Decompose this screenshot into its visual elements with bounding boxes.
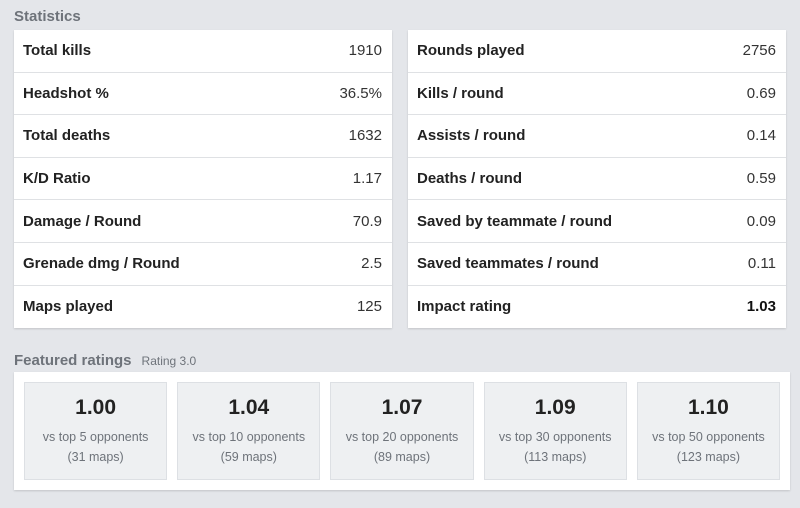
stat-row-assists-per-round: Assists / round 0.14 xyxy=(408,115,786,158)
stat-row-headshot-percent: Headshot % 36.5% xyxy=(14,73,392,116)
rating-maps-count: (113 maps) xyxy=(524,449,587,464)
stat-label: Saved teammates / round xyxy=(417,255,599,273)
featured-ratings-panel: 1.00 vs top 5 opponents (31 maps) 1.04 v… xyxy=(14,372,790,490)
stat-label: Rounds played xyxy=(417,42,525,60)
rating-card-top-30[interactable]: 1.09 vs top 30 opponents (113 maps) xyxy=(483,382,627,480)
stat-row-kd-ratio: K/D Ratio 1.17 xyxy=(14,158,392,201)
rating-maps-count: (59 maps) xyxy=(220,449,277,464)
rating-maps-count: (89 maps) xyxy=(373,449,431,464)
rating-description: vs top 10 opponents xyxy=(192,429,306,444)
featured-ratings-title: Featured ratings xyxy=(14,352,132,369)
stat-label: Damage / Round xyxy=(23,212,142,230)
stat-value: 0.09 xyxy=(746,212,776,230)
rating-maps-count: (123 maps) xyxy=(676,449,741,464)
stat-value: 125 xyxy=(356,298,382,316)
stat-row-total-kills: Total kills 1910 xyxy=(14,30,392,73)
stat-value: 1910 xyxy=(348,42,382,60)
stat-label: Total deaths xyxy=(23,127,111,145)
stat-row-kills-per-round: Kills / round 0.69 xyxy=(408,73,786,116)
rating-card-top-5[interactable]: 1.00 vs top 5 opponents (31 maps) xyxy=(24,382,168,480)
stat-row-saved-teammates: Saved teammates / round 0.11 xyxy=(408,243,786,286)
featured-ratings-header: Featured ratings Rating 3.0 xyxy=(14,352,196,369)
stat-label: Deaths / round xyxy=(417,170,523,188)
stats-column-right: Rounds played 2756 Kills / round 0.69 As… xyxy=(408,30,786,329)
stat-label: K/D Ratio xyxy=(23,170,91,188)
stat-row-maps-played: Maps played 125 xyxy=(14,286,392,329)
stat-value: 1632 xyxy=(348,127,382,145)
statistics-title: Statistics xyxy=(14,8,81,25)
rating-value: 1.09 xyxy=(534,395,576,419)
rating-card-top-50[interactable]: 1.10 vs top 50 opponents (123 maps) xyxy=(636,382,781,480)
stat-label: Grenade dmg / Round xyxy=(23,255,180,273)
rating-description: vs top 20 opponents xyxy=(345,429,459,444)
featured-ratings-subtitle: Rating 3.0 xyxy=(141,354,197,368)
stat-label: Maps played xyxy=(23,298,114,316)
stat-label: Kills / round xyxy=(417,84,504,102)
stat-row-impact-rating: Impact rating 1.03 xyxy=(408,286,786,329)
rating-card-top-10[interactable]: 1.04 vs top 10 opponents (59 maps) xyxy=(177,382,321,480)
stat-value: 0.59 xyxy=(746,170,776,188)
stat-row-damage-per-round: Damage / Round 70.9 xyxy=(14,200,392,243)
stat-label: Impact rating xyxy=(417,298,512,316)
stat-value: 2756 xyxy=(742,42,776,60)
rating-description: vs top 30 opponents xyxy=(498,429,612,444)
stat-value: 0.11 xyxy=(747,255,776,273)
stat-value: 1.03 xyxy=(746,298,776,316)
stat-label: Total kills xyxy=(23,42,92,60)
stat-value: 0.69 xyxy=(746,84,776,102)
stat-value: 36.5% xyxy=(339,84,382,102)
rating-description: vs top 5 opponents xyxy=(42,429,149,444)
stat-row-saved-by-teammate: Saved by teammate / round 0.09 xyxy=(408,200,786,243)
stat-value: 70.9 xyxy=(352,212,382,230)
rating-card-top-20[interactable]: 1.07 vs top 20 opponents (89 maps) xyxy=(330,382,474,480)
rating-description: vs top 50 opponents xyxy=(652,429,765,444)
stats-column-left: Total kills 1910 Headshot % 36.5% Total … xyxy=(14,30,392,329)
stat-value: 1.17 xyxy=(352,170,382,188)
stat-label: Headshot % xyxy=(23,84,109,102)
stat-row-grenade-damage: Grenade dmg / Round 2.5 xyxy=(14,243,392,286)
stat-value: 2.5 xyxy=(361,255,382,273)
stat-row-deaths-per-round: Deaths / round 0.59 xyxy=(408,158,786,201)
stat-row-total-deaths: Total deaths 1632 xyxy=(14,115,392,158)
rating-maps-count: (31 maps) xyxy=(67,449,124,464)
stat-label: Assists / round xyxy=(417,127,526,145)
rating-value: 1.10 xyxy=(687,395,729,419)
stat-row-rounds-played: Rounds played 2756 xyxy=(408,30,786,73)
rating-value: 1.04 xyxy=(228,395,270,419)
stat-value: 0.14 xyxy=(746,127,776,145)
rating-value: 1.00 xyxy=(75,395,117,419)
stat-label: Saved by teammate / round xyxy=(417,212,613,230)
rating-value: 1.07 xyxy=(381,395,423,419)
